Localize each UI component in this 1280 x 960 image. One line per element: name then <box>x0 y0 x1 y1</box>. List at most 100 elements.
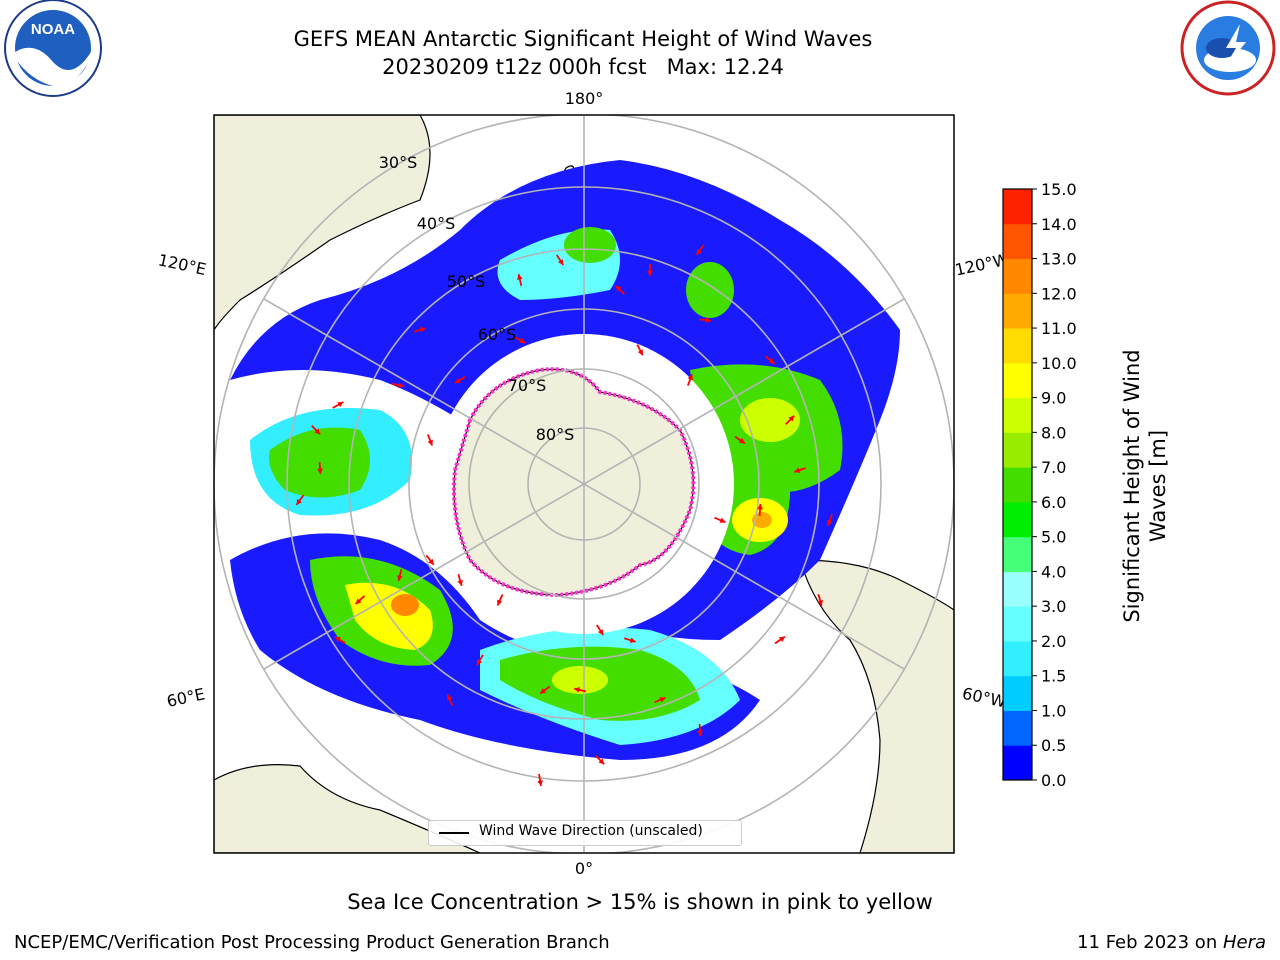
wind-wave-arrowhead <box>457 579 463 586</box>
wind-wave-arrowhead <box>705 317 711 323</box>
lon-label-120e: 120°E <box>156 250 208 279</box>
colorbar-swatch <box>1003 293 1032 329</box>
wind-wave-arrowhead <box>817 599 823 606</box>
wind-wave-arrowhead <box>687 374 693 381</box>
graticule <box>214 115 954 853</box>
credit-line: NCEP/EMC/Verification Post Processing Pr… <box>14 932 610 953</box>
wind-wave-arrowhead <box>337 402 344 408</box>
colorbar-swatch <box>1003 328 1032 364</box>
sea-ice-edge <box>452 367 696 598</box>
noaa-logo: NOAA <box>4 0 102 97</box>
legend-line-sample <box>439 832 469 834</box>
wind-wave-arrowhead <box>355 598 362 605</box>
lat-label-40s: 40°S <box>417 214 456 233</box>
wind-wave-arrowhead <box>540 688 547 694</box>
lat-label-80s: 80°S <box>536 425 575 444</box>
wind-wave-arrowhead <box>519 337 526 343</box>
wind-wave-arrowhead <box>557 259 564 266</box>
map-subtitle: 20230209 t12z 000h fcst Max: 12.24 <box>382 55 784 79</box>
lat-label-30s: 30°S <box>379 153 418 172</box>
colorbar-swatch <box>1003 745 1032 781</box>
wind-wave-arrowhead <box>598 758 605 765</box>
colorbar-tick-label: 0.0 <box>1041 771 1066 790</box>
colorbar-tick-label: 10.0 <box>1041 354 1077 373</box>
wind-wave-arrowhead <box>476 659 483 666</box>
colorbar-tick-label: 2.0 <box>1041 632 1066 651</box>
map-content <box>214 115 954 853</box>
colorbar-tick-label: 9.0 <box>1041 389 1066 408</box>
colorbar: 0.0 0.5 1.0 1.5 2.0 3.0 4.0 5.0 6.0 7.0 8.0 9.0 10.0… <box>1002 180 1077 790</box>
lat-label-50s: 50°S <box>447 272 486 291</box>
wind-wave-arrowhead <box>419 327 426 333</box>
colorbar-tick-label: 15.0 <box>1041 180 1077 199</box>
wind-wave-arrowhead <box>738 438 745 444</box>
colorbar-swatch <box>1003 432 1032 468</box>
colorbar-tick-label: 11.0 <box>1041 319 1077 338</box>
wind-wave-arrowhead <box>517 274 523 280</box>
colorbar-tick-label: 12.0 <box>1041 284 1077 303</box>
colorbar-swatch <box>1003 571 1032 607</box>
colorbar-swatch <box>1003 640 1032 677</box>
wind-wave-arrowhead <box>447 694 453 701</box>
wind-wave-arrowhead <box>454 377 461 384</box>
map-legend: Wind Wave Direction (unscaled) <box>428 820 742 846</box>
sea-ice-note: Sea Ice Concentration > 15% is shown in … <box>347 890 933 914</box>
wind-wave-arrowhead <box>317 468 323 474</box>
wind-wave-arrowhead <box>719 517 726 523</box>
wind-wave-arrowhead <box>427 439 433 446</box>
wind-wave-arrowhead <box>597 629 604 636</box>
colorbar-swatch <box>1003 189 1032 225</box>
generation-date: 11 Feb 2023 on Hera <box>1077 932 1266 953</box>
lat-label-70s: 70°S <box>508 376 547 395</box>
colorbar-swatch <box>1003 675 1032 711</box>
wind-wave-arrowhead <box>659 697 666 703</box>
wind-wave-arrowhead <box>398 382 404 388</box>
lat-label-60s: 60°S <box>478 325 517 344</box>
wind-wave-arrowhead <box>428 558 434 565</box>
map-border <box>213 114 955 854</box>
colorbar-swatch <box>1003 606 1032 642</box>
colorbar-swatch <box>1003 710 1032 746</box>
colorbar-swatch <box>1003 501 1032 538</box>
wind-wave-arrowhead <box>827 519 833 526</box>
wind-wave-arrowhead <box>296 498 302 505</box>
wind-wave-arrowhead <box>778 636 785 642</box>
colorbar-swatch <box>1003 258 1032 294</box>
colorbar-swatch <box>1003 467 1032 503</box>
colorbar-tick-label: 6.0 <box>1041 493 1066 512</box>
lon-label-0: 0° <box>575 859 593 878</box>
wind-wave-arrowhead <box>647 270 653 276</box>
map-title: GEFS MEAN Antarctic Significant Height o… <box>293 27 873 51</box>
colorbar-swatch <box>1003 223 1032 260</box>
colorbar-swatch <box>1003 362 1032 399</box>
svg-text:NOAA: NOAA <box>31 21 75 38</box>
wind-wave-arrowhead <box>757 504 763 510</box>
wind-wave-arrowhead <box>314 428 321 435</box>
wind-wave-arrowhead <box>768 358 775 364</box>
wind-wave-arrowhead <box>334 636 341 643</box>
wind-wave-arrowhead <box>629 637 636 643</box>
colorbar-tick-label: 3.0 <box>1041 597 1066 616</box>
colorbar-tick-label: 1.0 <box>1041 701 1066 720</box>
colorbar-swatch <box>1003 397 1032 433</box>
lon-label-60e: 60°E <box>165 684 207 711</box>
lon-label-120w: 120°W <box>953 250 1010 280</box>
legend-label: Wind Wave Direction (unscaled) <box>479 823 703 839</box>
colorbar-tick-label: 1.5 <box>1041 667 1066 686</box>
colorbar-tick-label: 5.0 <box>1041 528 1066 547</box>
wind-wave-arrowhead <box>637 349 643 356</box>
colorbar-tick-label: 4.0 <box>1041 562 1066 581</box>
wind-wave-arrows <box>295 244 833 787</box>
wind-wave-arrowhead <box>574 687 580 693</box>
colorbar-swatch <box>1003 536 1032 572</box>
lon-label-60w: 60°W <box>961 684 1008 712</box>
colorbar-tick-label: 7.0 <box>1041 458 1066 477</box>
nws-logo <box>1180 0 1276 96</box>
wind-wave-arrowhead <box>397 575 403 581</box>
lon-label-180: 180° <box>565 89 604 108</box>
wind-wave-arrowhead <box>497 599 503 606</box>
colorbar-tick-label: 8.0 <box>1041 423 1066 442</box>
wind-wave-arrowhead <box>537 780 543 786</box>
colorbar-tick-label: 0.5 <box>1041 736 1066 755</box>
